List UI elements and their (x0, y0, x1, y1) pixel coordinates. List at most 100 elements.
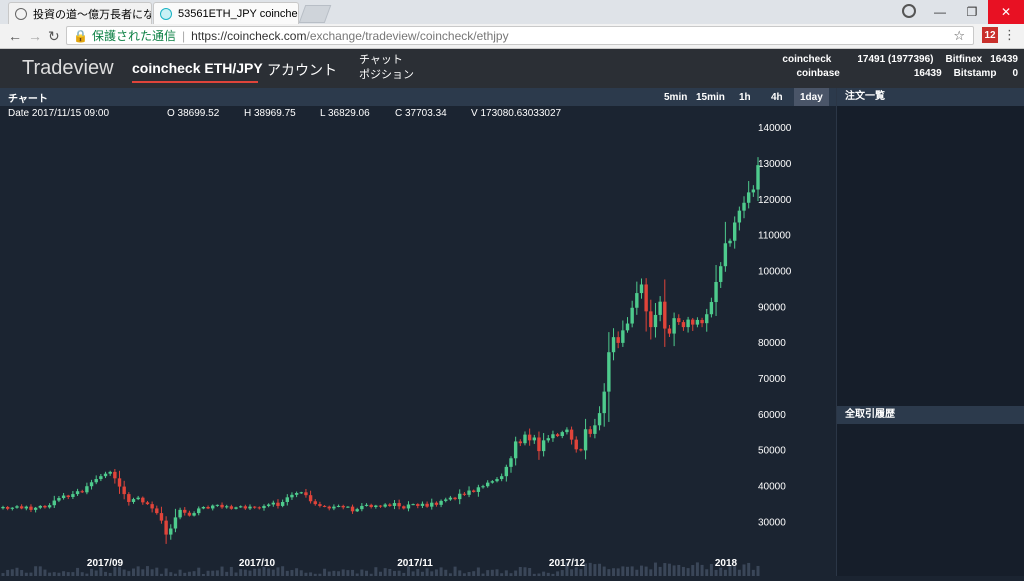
volume-bar (155, 567, 159, 576)
brand-logo[interactable]: Tradeview (22, 57, 114, 79)
timeframe-5min[interactable]: 5min (664, 91, 688, 103)
y-tick-label: 30000 (758, 517, 786, 528)
address-bar-row: ← → ↻ 🔒 保護された通信 | https://coincheck.com … (0, 24, 1024, 49)
candle-body (523, 434, 527, 444)
candle-body (658, 301, 662, 315)
candle-body (611, 337, 616, 353)
volume-bar (313, 573, 317, 576)
candle-body (481, 486, 485, 488)
candle-body (402, 506, 406, 509)
ohlc-high: H 38969.75 (244, 108, 296, 119)
browser-tab-1[interactable]: 投資の道〜億万長者になる ✕ (8, 2, 152, 24)
candle-body (19, 506, 24, 509)
volume-bar (257, 568, 261, 576)
volume-bar (76, 567, 80, 576)
bookmark-star-icon[interactable]: ☆ (953, 28, 965, 43)
candle-body (728, 240, 732, 244)
candle-body (700, 319, 704, 324)
timeframe-4h[interactable]: 4h (771, 91, 783, 103)
volume-bar (355, 573, 359, 576)
y-tick-label: 90000 (758, 302, 786, 313)
minimize-icon[interactable]: — (934, 5, 946, 19)
volume-bar (481, 573, 485, 576)
volume-bar (649, 569, 653, 576)
panel-divider (836, 88, 837, 576)
candle-body (513, 441, 518, 459)
chat-link[interactable]: チャット (359, 54, 403, 66)
candle-body (75, 491, 80, 495)
secure-label: 保護された通信 (91, 29, 176, 43)
volume-bar (234, 572, 238, 576)
close-window-icon[interactable]: ✕ (988, 0, 1024, 24)
volume-bar (453, 566, 457, 576)
candle-body (537, 437, 541, 452)
browser-menu-icon[interactable]: ⋮ (1003, 27, 1016, 42)
volume-bar (574, 567, 578, 576)
volume-bar (62, 571, 66, 576)
candle-body (644, 284, 648, 312)
volume-bar (607, 569, 611, 576)
x-tick-label: 2017/10 (239, 558, 276, 569)
candlestick-chart-svg[interactable]: 30000 40000 50000 60000 70000 80000 90000 10000… (0, 120, 836, 576)
volume-bar (229, 566, 233, 576)
volume-bar (528, 567, 532, 576)
volume-bar (523, 567, 527, 576)
candle-body (145, 502, 150, 505)
sub-navigation: チャット ポジション (359, 53, 414, 83)
price-row: coincheck 17491 (1977396) Bitfinex 16439 (774, 54, 1018, 68)
extension-badge-icon[interactable]: 12 (982, 27, 998, 43)
volume-bar (332, 570, 336, 576)
pair-selector[interactable]: coincheck ETH/JPY (132, 60, 263, 76)
volume-bar (411, 571, 415, 576)
volume-bar (6, 569, 10, 576)
account-link[interactable]: アカウント (267, 62, 337, 78)
volume-bar (537, 573, 541, 576)
candle-body (127, 494, 131, 502)
candle-body (583, 429, 588, 451)
timeframe-1h[interactable]: 1h (739, 91, 751, 103)
volume-bar (733, 566, 737, 576)
reload-icon[interactable]: ↻ (48, 28, 60, 44)
forward-arrow-icon[interactable]: → (28, 28, 42, 44)
timeframe-1day[interactable]: 1day (794, 88, 829, 106)
candle-body (33, 507, 38, 510)
candle-body (290, 494, 294, 498)
restore-icon[interactable]: ❐ (966, 5, 978, 19)
y-tick-label: 120000 (758, 195, 792, 206)
candle-body (485, 482, 490, 487)
url-input[interactable]: 🔒 保護された通信 | https://coincheck.com /excha… (66, 26, 974, 45)
candle-body (327, 506, 331, 509)
volume-bar (500, 573, 504, 576)
candle-body (593, 425, 597, 434)
position-link[interactable]: ポジション (359, 69, 414, 81)
candle-body (579, 449, 583, 451)
volume-bar (225, 571, 229, 576)
candle-body (206, 507, 210, 509)
candle-body (201, 507, 206, 509)
candle-body (225, 506, 229, 508)
y-tick-label: 110000 (758, 231, 791, 242)
candle-body (5, 507, 10, 509)
back-arrow-icon[interactable]: ← (8, 28, 22, 44)
candle-body (742, 202, 746, 211)
volume-bar (309, 572, 313, 576)
candle-body (71, 494, 75, 497)
candle-body (663, 301, 667, 329)
volume-bar (476, 567, 480, 576)
browser-tab-2[interactable]: 53561ETH_JPY coincheck ✕ (153, 2, 299, 24)
volume-bar (118, 567, 122, 576)
x-tick-label: 2018 (715, 558, 738, 569)
candle-body (472, 490, 476, 492)
user-profile-icon[interactable] (902, 4, 916, 18)
candle-body (122, 486, 126, 495)
candle-body (532, 437, 536, 441)
coincheck-favicon-icon (160, 7, 172, 20)
volume-bar (365, 570, 369, 576)
price-chart[interactable]: 30000 40000 50000 60000 70000 80000 90000 10000… (0, 120, 836, 576)
new-tab-button[interactable] (298, 5, 332, 23)
candle-body (732, 222, 737, 241)
candle-body (649, 311, 653, 328)
timeframe-15min[interactable]: 15min (696, 91, 725, 103)
exchange-name: coincheck (782, 54, 832, 65)
volume-bar (10, 569, 14, 576)
